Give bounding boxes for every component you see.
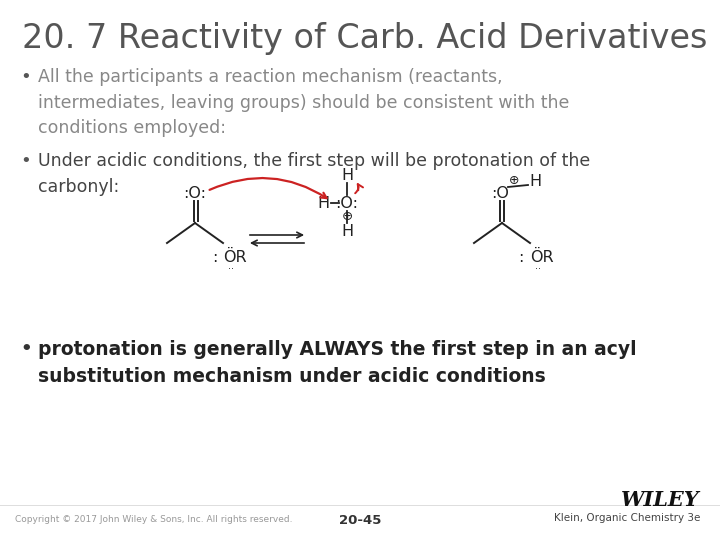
Text: :: :	[212, 249, 217, 265]
Text: H: H	[529, 173, 541, 188]
Text: •: •	[20, 68, 31, 86]
Text: Under acidic conditions, the first step will be protonation of the
carbonyl:: Under acidic conditions, the first step …	[38, 152, 590, 195]
Text: ··: ··	[228, 264, 234, 274]
Text: Klein, Organic Chemistry 3e: Klein, Organic Chemistry 3e	[554, 513, 700, 523]
Text: H: H	[341, 224, 353, 239]
Text: :O: :O	[491, 186, 509, 200]
Text: ÖR: ÖR	[223, 249, 247, 265]
Text: H: H	[317, 195, 329, 211]
Text: :O:: :O:	[184, 186, 207, 200]
Text: •: •	[20, 340, 32, 358]
Text: H: H	[341, 167, 353, 183]
Text: ⊕: ⊕	[341, 211, 353, 224]
Text: ÖR: ÖR	[530, 249, 554, 265]
Text: ⊕: ⊕	[509, 174, 519, 187]
Text: Copyright © 2017 John Wiley & Sons, Inc. All rights reserved.: Copyright © 2017 John Wiley & Sons, Inc.…	[15, 516, 292, 524]
Text: •: •	[20, 152, 31, 170]
Text: 20. 7 Reactivity of Carb. Acid Derivatives: 20. 7 Reactivity of Carb. Acid Derivativ…	[22, 22, 707, 55]
Text: WILEY: WILEY	[621, 490, 700, 510]
Text: ··: ··	[535, 264, 541, 274]
Text: :: :	[518, 249, 524, 265]
Text: protonation is generally ALWAYS the first step in an acyl
substitution mechanism: protonation is generally ALWAYS the firs…	[38, 340, 636, 386]
Text: 20-45: 20-45	[339, 514, 381, 526]
Text: All the participants a reaction mechanism (reactants,
intermediates, leaving gro: All the participants a reaction mechanis…	[38, 68, 570, 137]
Text: :O:: :O:	[336, 195, 359, 211]
